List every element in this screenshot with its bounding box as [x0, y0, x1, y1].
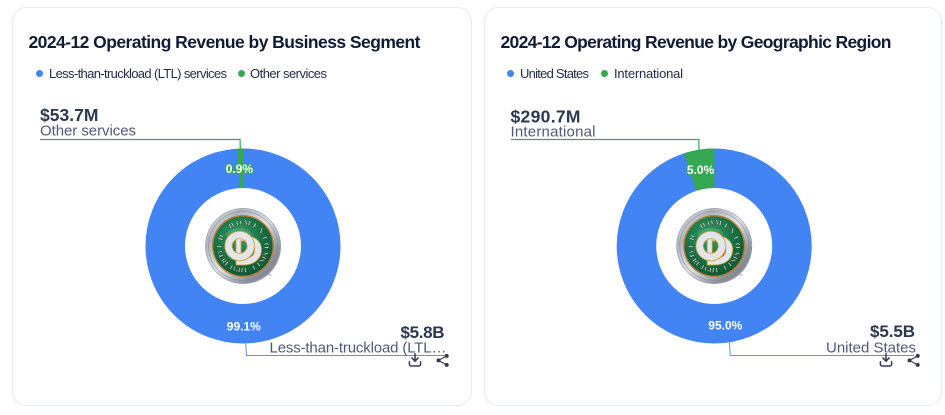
svg-text:O: O [235, 218, 242, 228]
svg-text:United States: United States [826, 340, 916, 357]
svg-text:$5.8B: $5.8B [401, 323, 445, 342]
svg-text:™: ™ [738, 273, 743, 278]
svg-text:D: D [687, 234, 697, 242]
svg-text:Other services: Other services [40, 123, 136, 140]
svg-text:N: N [727, 226, 738, 236]
svg-text:N: N [260, 250, 270, 259]
svg-text:R: R [219, 257, 228, 265]
svg-text:E: E [223, 261, 231, 270]
svg-text:2024-12 Operating Revenue by B: 2024-12 Operating Revenue by Business Se… [29, 32, 421, 52]
svg-text:I: I [228, 264, 234, 272]
svg-text:$5.5B: $5.5B [870, 322, 915, 341]
svg-text:0.9%: 0.9% [226, 162, 254, 176]
svg-text:5.0%: 5.0% [687, 163, 715, 177]
svg-text:™: ™ [267, 273, 272, 278]
svg-text:N: N [729, 257, 738, 265]
svg-text:O: O [707, 218, 714, 228]
svg-text:E: E [261, 253, 269, 261]
svg-text:E: E [694, 261, 702, 270]
svg-text:H: H [238, 267, 245, 275]
svg-text:T: T [714, 267, 720, 274]
svg-text:Less-than-truckload (LTL) serv: Less-than-truckload (LTL) services [49, 66, 228, 81]
svg-text:L: L [686, 243, 695, 248]
svg-text:T: T [243, 267, 249, 274]
svg-text:I: I [699, 264, 705, 272]
svg-text:D: D [216, 234, 226, 242]
svg-text:95.0%: 95.0% [708, 319, 742, 333]
svg-text:N: N [256, 226, 267, 236]
svg-text:G: G [703, 266, 711, 274]
svg-text:M: M [243, 218, 251, 228]
svg-text:International: International [511, 124, 596, 141]
svg-text:L: L [722, 263, 730, 272]
svg-text:R: R [690, 257, 699, 265]
svg-text:Less-than-truckload (LTL…: Less-than-truckload (LTL… [270, 340, 447, 357]
svg-text:E: E [732, 253, 740, 261]
svg-text:L: L [251, 263, 259, 272]
svg-text:I: I [727, 261, 734, 268]
svg-text:O: O [687, 249, 697, 258]
svg-text:I: I [251, 221, 258, 230]
svg-text:L: L [215, 243, 224, 248]
svg-text:I: I [732, 235, 741, 241]
svg-text:$53.7M: $53.7M [40, 105, 99, 125]
svg-text:99.1%: 99.1% [227, 320, 261, 334]
svg-text:D: D [698, 220, 707, 230]
svg-text:G: G [232, 266, 240, 274]
svg-text:I: I [256, 261, 263, 268]
svg-text:I: I [722, 221, 729, 230]
svg-text:F: F [688, 254, 696, 261]
svg-text:2024-12 Operating Revenue by G: 2024-12 Operating Revenue by Geographic … [501, 32, 892, 52]
svg-text:O: O [215, 249, 225, 258]
svg-text:O: O [733, 243, 742, 249]
svg-text:D: D [227, 220, 236, 230]
svg-text:N: N [731, 250, 741, 259]
svg-text:F: F [217, 254, 225, 261]
svg-text:$290.7M: $290.7M [511, 107, 581, 127]
svg-text:Other services: Other services [250, 66, 328, 81]
svg-text:H: H [709, 267, 716, 275]
svg-text:International: International [614, 66, 683, 81]
svg-text:O: O [262, 243, 271, 249]
svg-text:N: N [258, 257, 267, 265]
svg-text:United States: United States [520, 66, 590, 81]
svg-text:I: I [260, 235, 269, 241]
svg-text:M: M [714, 218, 722, 228]
